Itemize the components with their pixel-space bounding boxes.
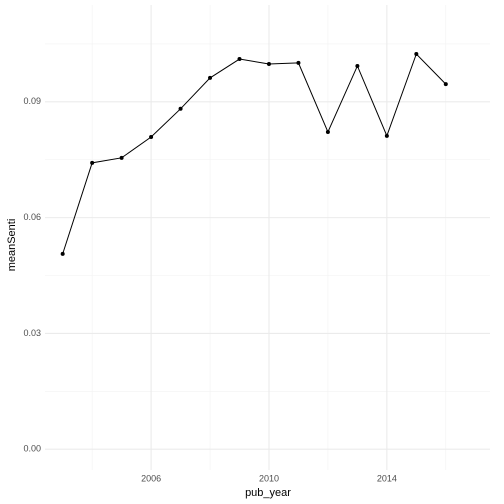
x-axis-title: pub_year (245, 487, 291, 499)
y-tick-label: 0.00 (23, 444, 41, 454)
y-tick-label: 0.09 (23, 96, 41, 106)
y-axis-title: meanSenti (6, 219, 18, 272)
line (62, 53, 447, 255)
point (208, 75, 213, 80)
point (443, 82, 448, 87)
point (119, 155, 124, 160)
point (90, 160, 95, 165)
x-tick-label: 2010 (259, 473, 279, 483)
x-tick-label: 2006 (141, 473, 161, 483)
point (384, 133, 389, 138)
point (296, 60, 301, 65)
point (266, 62, 271, 67)
y-tick-label: 0.06 (23, 212, 41, 222)
point (178, 106, 183, 111)
point (414, 52, 419, 57)
point (237, 57, 242, 62)
point (60, 251, 65, 256)
y-tick-label: 0.03 (23, 328, 41, 338)
point (325, 129, 330, 134)
point (149, 134, 154, 139)
x-tick-label: 2014 (377, 473, 397, 483)
point (355, 63, 360, 68)
